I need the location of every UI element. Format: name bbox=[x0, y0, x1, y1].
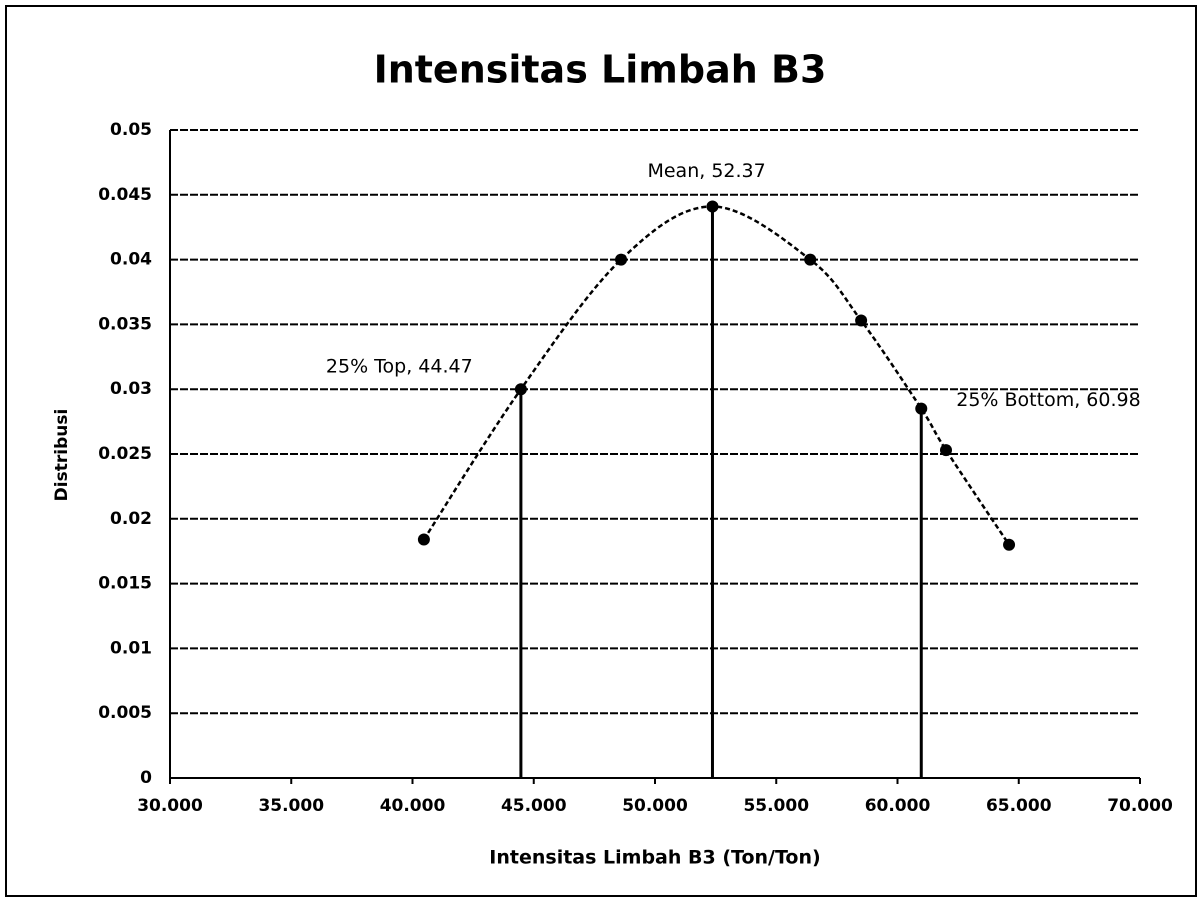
data-point bbox=[417, 533, 430, 546]
x-tick-label: 30.000 bbox=[137, 796, 203, 816]
data-point bbox=[804, 253, 817, 266]
y-tick-label: 0.01 bbox=[110, 638, 152, 658]
y-tick-label: 0.02 bbox=[110, 509, 152, 529]
data-point bbox=[915, 402, 928, 415]
y-tick-label: 0.05 bbox=[110, 120, 152, 140]
y-tick-label: 0.045 bbox=[98, 185, 152, 205]
y-tick-label: 0.035 bbox=[98, 314, 152, 334]
annotation: 25% Bottom, 60.98 bbox=[956, 389, 1140, 411]
data-point bbox=[514, 383, 527, 396]
y-tick-label: 0.025 bbox=[98, 444, 152, 464]
x-tick-label: 55.000 bbox=[743, 796, 809, 816]
x-tick-label: 65.000 bbox=[986, 796, 1052, 816]
y-tick-label: 0.03 bbox=[110, 379, 152, 399]
series-line bbox=[422, 205, 1011, 546]
y-axis-title: Distribusi bbox=[52, 409, 72, 502]
x-axis-title: Intensitas Limbah B3 (Ton/Ton) bbox=[489, 847, 820, 869]
x-tick-label: 50.000 bbox=[622, 796, 688, 816]
data-point bbox=[706, 200, 719, 213]
y-tick-label: 0.015 bbox=[98, 574, 152, 594]
x-tick-label: 40.000 bbox=[380, 796, 446, 816]
annotation: Mean, 52.37 bbox=[647, 160, 765, 182]
x-tick-label: 45.000 bbox=[501, 796, 567, 816]
y-tick-label: 0.04 bbox=[110, 250, 152, 270]
chart-title: Intensitas Limbah B3 bbox=[374, 48, 827, 92]
x-tick-label: 35.000 bbox=[258, 796, 324, 816]
data-point bbox=[855, 314, 868, 327]
annotation: 25% Top, 44.47 bbox=[326, 356, 473, 378]
chart-border bbox=[5, 5, 1197, 897]
x-tick-label: 60.000 bbox=[865, 796, 931, 816]
data-point bbox=[615, 253, 628, 266]
x-tick-label: 70.000 bbox=[1107, 796, 1173, 816]
data-point bbox=[940, 444, 952, 457]
data-point bbox=[1003, 538, 1016, 551]
y-tick-label: 0 bbox=[140, 768, 152, 788]
y-tick-label: 0.005 bbox=[98, 703, 152, 723]
